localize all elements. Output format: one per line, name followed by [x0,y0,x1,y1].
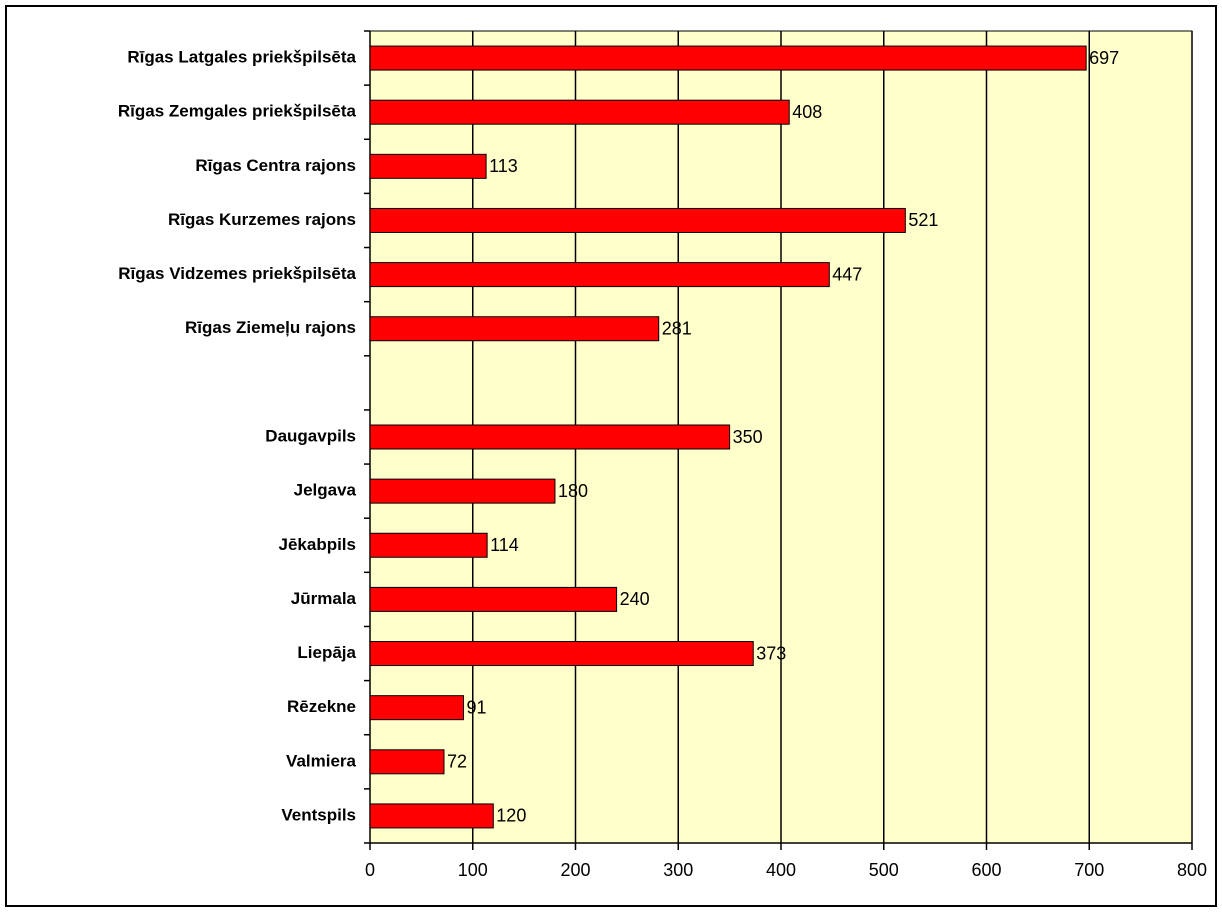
value-label: 72 [447,752,467,772]
bar [369,641,754,667]
y-tick-label: Jelgava [294,481,357,500]
x-tick-label: 200 [560,860,590,880]
y-tick-label: Rīgas Kurzemes rajons [168,210,356,229]
y-tick-label: Rīgas Zemgales priekšpilsēta [118,102,357,121]
value-label: 113 [489,156,518,176]
bar [369,262,830,288]
y-tick-label: Liepāja [297,643,356,662]
bar [369,153,487,179]
bar [369,424,731,450]
value-label: 120 [496,806,526,826]
bar [369,207,906,233]
value-label: 281 [662,318,692,338]
bar [369,695,465,721]
bar [369,586,618,612]
bar [369,803,494,829]
bar [369,316,660,342]
x-tick-label: 100 [458,860,488,880]
x-tick-label: 600 [971,860,1001,880]
bar [369,45,1087,71]
bar [369,99,790,125]
value-label: 408 [792,102,822,122]
x-tick-label: 800 [1177,860,1207,880]
y-tick-label: Daugavpils [265,426,356,445]
y-tick-label: Ventspils [281,805,356,824]
y-tick-label: Valmiera [286,751,356,770]
value-label: 91 [467,697,487,717]
y-tick-label: Rīgas Vidzemes priekšpilsēta [118,264,356,283]
value-label: 373 [756,643,786,663]
y-tick-label: Jūrmala [291,589,357,608]
y-tick-label: Jēkabpils [279,535,357,554]
y-tick-label: Rīgas Centra rajons [195,156,356,175]
x-tick-label: 0 [365,860,375,880]
x-tick-label: 400 [766,860,796,880]
bar [369,749,445,775]
x-tick-label: 700 [1074,860,1104,880]
value-label: 697 [1089,48,1119,68]
value-label: 521 [908,210,938,230]
value-label: 114 [490,535,519,555]
bar [369,532,488,558]
value-label: 240 [620,589,650,609]
x-tick-label: 300 [663,860,693,880]
bar [369,478,556,504]
y-tick-label: Rēzekne [287,697,356,716]
y-tick-label: Rīgas Latgales priekšpilsēta [127,48,356,67]
value-label: 180 [558,481,588,501]
value-label: 350 [733,427,763,447]
y-tick-label: Rīgas Ziemeļu rajons [185,318,356,337]
value-label: 447 [832,264,862,284]
x-tick-label: 500 [869,860,899,880]
